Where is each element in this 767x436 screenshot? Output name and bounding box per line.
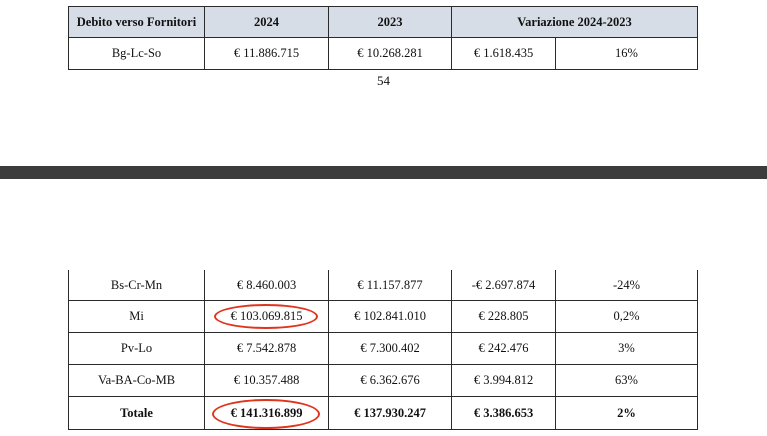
cell-2023: € 7.300.402 (328, 332, 452, 365)
suppliers-debt-table-header-section: Debito verso Fornitori 2024 2023 Variazi… (68, 6, 698, 70)
cell-2023: € 102.841.010 (328, 300, 452, 333)
cell-2024: € 11.886.715 (204, 37, 329, 70)
header-variazione: Variazione 2024-2023 (451, 6, 698, 38)
table-total-row: Totale € 141.316.899 € 137.930.247 € 3.3… (68, 396, 698, 430)
cell-variazione-pct: 0,2% (555, 300, 698, 333)
cell-area: Mi (68, 300, 205, 333)
cell-area: Bg-Lc-So (68, 37, 205, 70)
cell-2024: € 10.357.488 (204, 364, 329, 397)
cell-variazione-abs: € 228.805 (451, 300, 556, 333)
cell-area: Va-BA-Co-MB (68, 364, 205, 397)
table-header-row: Debito verso Fornitori 2024 2023 Variazi… (68, 6, 698, 38)
cell-totale-2024-highlighted: € 141.316.899 (204, 396, 329, 430)
suppliers-debt-table-continued: Bs-Cr-Mn € 8.460.003 € 11.157.877 -€ 2.6… (68, 270, 698, 430)
cell-2024: € 8.460.003 (204, 270, 329, 301)
cell-variazione-pct: 16% (555, 37, 698, 70)
cell-2023: € 10.268.281 (328, 37, 452, 70)
table-row: Va-BA-Co-MB € 10.357.488 € 6.362.676 € 3… (68, 364, 698, 397)
cell-totale-label: Totale (68, 396, 205, 430)
document-page-top: Debito verso Fornitori 2024 2023 Variazi… (0, 0, 767, 166)
cell-variazione-abs: -€ 2.697.874 (451, 270, 556, 301)
cell-variazione-pct: 63% (555, 364, 698, 397)
cell-variazione-pct: -24% (555, 270, 698, 301)
cell-variazione-abs: € 242.476 (451, 332, 556, 365)
header-2024: 2024 (204, 6, 329, 38)
cell-variazione-abs: € 3.994.812 (451, 364, 556, 397)
cell-2024: € 7.542.878 (204, 332, 329, 365)
page-separator (0, 166, 767, 179)
red-circle-annotation (212, 399, 320, 429)
cell-totale-variazione-abs: € 3.386.653 (451, 396, 556, 430)
cell-2024-highlighted: € 103.069.815 (204, 300, 329, 333)
cell-totale-variazione-pct: 2% (555, 396, 698, 430)
page-number: 54 (377, 73, 390, 88)
header-2023: 2023 (328, 6, 452, 38)
table-row: Mi € 103.069.815 € 102.841.010 € 228.805… (68, 300, 698, 333)
cell-area: Pv-Lo (68, 332, 205, 365)
cell-variazione-pct: 3% (555, 332, 698, 365)
table-row: Pv-Lo € 7.542.878 € 7.300.402 € 242.476 … (68, 332, 698, 365)
red-circle-annotation (214, 304, 318, 329)
cell-2023: € 11.157.877 (328, 270, 452, 301)
table-row: Bg-Lc-So € 11.886.715 € 10.268.281 € 1.6… (68, 37, 698, 70)
table-row: Bs-Cr-Mn € 8.460.003 € 11.157.877 -€ 2.6… (68, 270, 698, 301)
cell-totale-2023: € 137.930.247 (328, 396, 452, 430)
header-debito-fornitori: Debito verso Fornitori (68, 6, 205, 38)
cell-area: Bs-Cr-Mn (68, 270, 205, 301)
cell-variazione-abs: € 1.618.435 (451, 37, 556, 70)
cell-2023: € 6.362.676 (328, 364, 452, 397)
